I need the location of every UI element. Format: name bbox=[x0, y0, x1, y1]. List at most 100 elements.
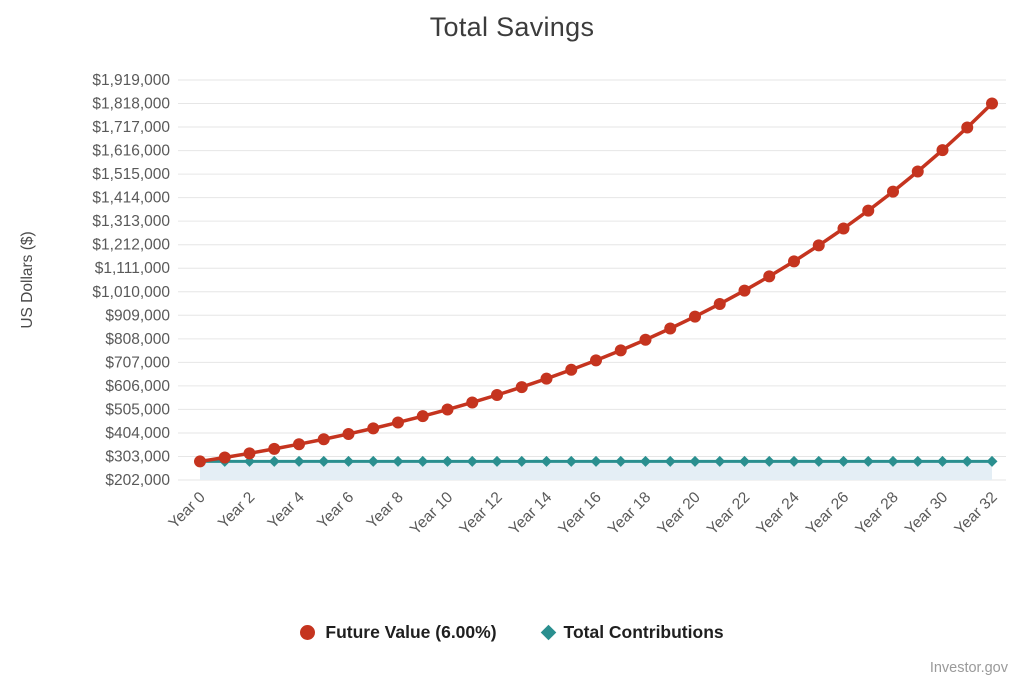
data-point-marker[interactable] bbox=[887, 185, 899, 198]
data-point-marker[interactable] bbox=[837, 222, 850, 235]
data-point-marker[interactable] bbox=[318, 455, 330, 467]
y-tick-label: $1,616,000 bbox=[92, 143, 170, 160]
diamond-marker-icon bbox=[540, 624, 556, 641]
legend-item-future-value[interactable]: Future Value (6.00%) bbox=[300, 622, 497, 643]
data-point-marker[interactable] bbox=[615, 455, 627, 467]
data-point-marker[interactable] bbox=[664, 322, 677, 335]
y-tick-label: $202,000 bbox=[105, 472, 170, 489]
data-point-marker[interactable] bbox=[812, 239, 825, 252]
data-point-marker[interactable] bbox=[392, 455, 404, 467]
data-point-marker[interactable] bbox=[912, 455, 924, 467]
data-point-marker[interactable] bbox=[417, 455, 429, 467]
y-tick-label: $404,000 bbox=[105, 425, 170, 442]
gridlines-layer bbox=[178, 79, 1006, 481]
y-tick-label: $1,010,000 bbox=[92, 284, 170, 301]
data-point-marker[interactable] bbox=[367, 455, 379, 467]
data-point-marker[interactable] bbox=[268, 442, 281, 455]
data-point-marker[interactable] bbox=[639, 333, 652, 346]
x-tick-label: Year 4 bbox=[265, 489, 309, 533]
data-point-marker[interactable] bbox=[466, 396, 479, 409]
data-point-marker[interactable] bbox=[515, 381, 528, 394]
series-line bbox=[199, 102, 994, 464]
data-point-marker[interactable] bbox=[343, 455, 354, 467]
data-point-marker[interactable] bbox=[491, 455, 503, 467]
data-point-marker[interactable] bbox=[862, 455, 874, 467]
x-tick-label: Year 12 bbox=[456, 489, 505, 538]
x-tick-label: Year 20 bbox=[654, 489, 704, 539]
data-point-marker[interactable] bbox=[713, 297, 726, 310]
data-point-marker[interactable] bbox=[689, 455, 701, 467]
y-tick-label: $707,000 bbox=[105, 354, 170, 371]
data-point-marker[interactable] bbox=[763, 270, 776, 283]
data-point-marker[interactable] bbox=[911, 165, 924, 178]
chart-title: Total Savings bbox=[429, 12, 595, 42]
data-point-marker[interactable] bbox=[887, 455, 899, 467]
y-tick-label: $808,000 bbox=[105, 331, 170, 348]
y-tick-label: $909,000 bbox=[105, 307, 170, 324]
data-point-marker[interactable] bbox=[986, 97, 998, 110]
data-point-marker[interactable] bbox=[293, 455, 305, 467]
legend-label-total-contributions: Total Contributions bbox=[563, 622, 724, 642]
data-point-marker[interactable] bbox=[194, 455, 206, 468]
y-tick-label: $1,515,000 bbox=[92, 166, 170, 183]
x-tick-label: Year 26 bbox=[803, 489, 852, 538]
data-point-marker[interactable] bbox=[664, 455, 676, 467]
y-tick-label: $505,000 bbox=[105, 401, 170, 418]
data-point-marker[interactable] bbox=[838, 455, 849, 467]
data-point-marker[interactable] bbox=[813, 455, 825, 467]
data-point-marker[interactable] bbox=[540, 372, 553, 385]
data-point-marker[interactable] bbox=[491, 389, 503, 402]
data-point-marker[interactable] bbox=[862, 204, 875, 217]
data-point-marker[interactable] bbox=[516, 455, 528, 467]
data-point-marker[interactable] bbox=[392, 416, 404, 429]
x-tick-label: Year 18 bbox=[605, 489, 654, 538]
y-tick-label: $1,111,000 bbox=[95, 260, 171, 277]
y-tick-label: $1,414,000 bbox=[92, 190, 170, 207]
data-point-marker[interactable] bbox=[738, 284, 751, 297]
data-point-marker[interactable] bbox=[244, 455, 255, 467]
data-point-marker[interactable] bbox=[590, 354, 602, 367]
data-point-marker[interactable] bbox=[961, 121, 974, 134]
legend-item-total-contributions[interactable]: Total Contributions bbox=[540, 622, 724, 643]
data-point-marker[interactable] bbox=[689, 310, 701, 323]
data-point-marker[interactable] bbox=[739, 455, 750, 467]
data-point-marker[interactable] bbox=[763, 455, 775, 467]
y-axis-label: US Dollars ($) bbox=[19, 231, 36, 328]
data-point-marker[interactable] bbox=[367, 422, 380, 435]
data-point-marker[interactable] bbox=[565, 455, 577, 467]
data-point-marker[interactable] bbox=[243, 447, 256, 460]
data-point-marker[interactable] bbox=[788, 455, 800, 467]
data-point-marker[interactable] bbox=[442, 455, 453, 467]
data-point-marker[interactable] bbox=[714, 455, 726, 467]
legend: Future Value (6.00%) Total Contributions bbox=[0, 622, 1024, 643]
y-tick-label: $1,212,000 bbox=[92, 237, 170, 254]
data-point-marker[interactable] bbox=[466, 455, 478, 467]
data-point-marker[interactable] bbox=[441, 403, 454, 416]
data-point-marker[interactable] bbox=[293, 438, 305, 451]
data-point-marker[interactable] bbox=[317, 433, 330, 446]
data-point-marker[interactable] bbox=[937, 455, 948, 467]
data-point-marker[interactable] bbox=[961, 455, 973, 467]
data-point-marker[interactable] bbox=[590, 455, 602, 467]
data-point-marker[interactable] bbox=[640, 455, 651, 467]
y-tick-label: $1,919,000 bbox=[92, 72, 170, 89]
data-point-marker[interactable] bbox=[565, 363, 578, 376]
data-point-marker[interactable] bbox=[342, 427, 355, 440]
data-point-marker[interactable] bbox=[788, 255, 800, 268]
series-layer bbox=[194, 97, 998, 480]
data-point-marker[interactable] bbox=[268, 455, 280, 467]
y-tick-label: $1,818,000 bbox=[92, 96, 170, 113]
x-tick-label: Year 30 bbox=[902, 489, 952, 539]
credits-link[interactable]: Investor.gov bbox=[929, 660, 1008, 676]
x-tick-label: Year 22 bbox=[704, 489, 753, 538]
y-tick-label: $1,717,000 bbox=[92, 119, 170, 136]
data-point-marker[interactable] bbox=[541, 455, 552, 467]
x-tick-label: Year 16 bbox=[555, 489, 604, 538]
data-point-marker[interactable] bbox=[986, 455, 998, 467]
data-point-marker[interactable] bbox=[614, 344, 627, 357]
data-point-marker[interactable] bbox=[936, 144, 949, 157]
x-tick-label: Year 10 bbox=[407, 489, 457, 539]
data-point-marker[interactable] bbox=[218, 451, 231, 464]
data-point-marker[interactable] bbox=[416, 410, 429, 423]
x-tick-label: Year 24 bbox=[753, 489, 803, 539]
